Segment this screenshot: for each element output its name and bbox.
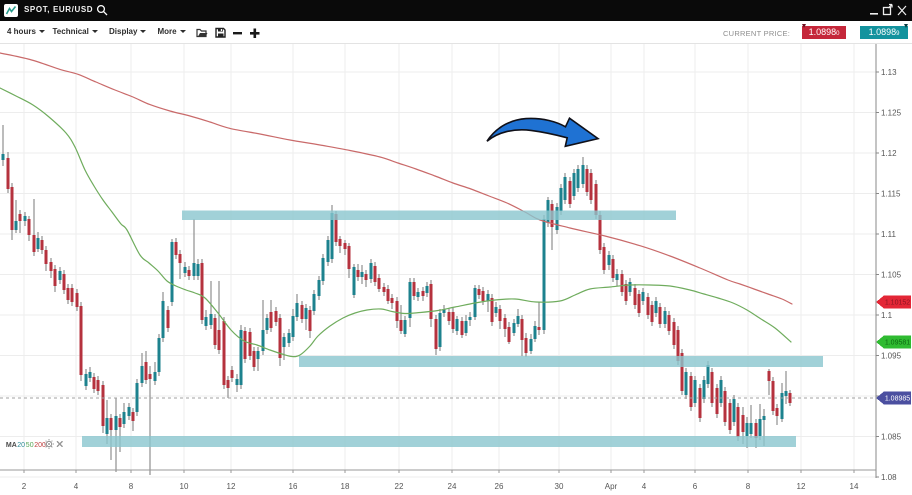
svg-text:1.08985: 1.08985 [885, 396, 910, 403]
svg-text:1.09581: 1.09581 [885, 340, 910, 347]
svg-text:1.08: 1.08 [881, 473, 897, 482]
svg-text:4: 4 [642, 482, 647, 491]
svg-text:1.11: 1.11 [881, 230, 897, 239]
svg-text:Apr: Apr [605, 482, 618, 491]
svg-text:24: 24 [448, 482, 457, 491]
svg-text:14: 14 [850, 482, 859, 491]
svg-text:10: 10 [180, 482, 189, 491]
svg-text:22: 22 [395, 482, 404, 491]
svg-text:1.1: 1.1 [881, 311, 893, 320]
svg-text:6: 6 [693, 482, 698, 491]
svg-text:30: 30 [555, 482, 564, 491]
svg-text:1.125: 1.125 [881, 109, 902, 118]
svg-text:18: 18 [341, 482, 350, 491]
svg-text:12: 12 [227, 482, 236, 491]
svg-text:2: 2 [22, 482, 27, 491]
svg-text:4: 4 [74, 482, 79, 491]
svg-text:1.10152: 1.10152 [885, 300, 910, 307]
svg-text:1.105: 1.105 [881, 271, 902, 280]
svg-text:1.085: 1.085 [881, 433, 902, 442]
svg-text:50: 50 [26, 442, 34, 449]
svg-text:8: 8 [129, 482, 134, 491]
svg-text:1.115: 1.115 [881, 190, 901, 199]
svg-text:16: 16 [289, 482, 298, 491]
svg-text:12: 12 [797, 482, 806, 491]
svg-text:26: 26 [495, 482, 504, 491]
svg-text:MA: MA [6, 442, 17, 449]
svg-text:20: 20 [17, 442, 25, 449]
svg-text:1.095: 1.095 [881, 352, 902, 361]
svg-text:1.12: 1.12 [881, 149, 897, 158]
svg-text:1.13: 1.13 [881, 68, 897, 77]
svg-text:200: 200 [34, 442, 46, 449]
svg-text:8: 8 [746, 482, 751, 491]
